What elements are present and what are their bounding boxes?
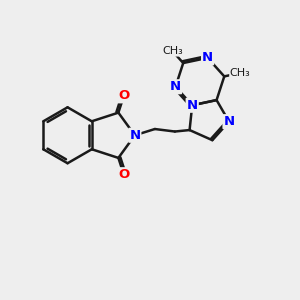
Text: N: N bbox=[187, 99, 198, 112]
Text: N: N bbox=[202, 51, 213, 64]
Text: N: N bbox=[170, 80, 181, 93]
Text: N: N bbox=[129, 129, 140, 142]
Text: O: O bbox=[118, 89, 130, 102]
Text: CH₃: CH₃ bbox=[230, 68, 250, 78]
Text: O: O bbox=[118, 168, 130, 181]
Text: CH₃: CH₃ bbox=[162, 46, 183, 56]
Text: N: N bbox=[224, 115, 235, 128]
